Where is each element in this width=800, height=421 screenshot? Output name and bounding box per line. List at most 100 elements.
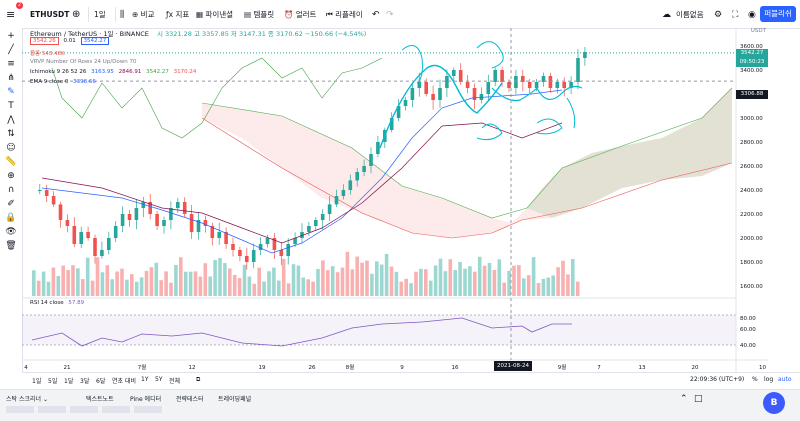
tab-stock-screener[interactable]: 스탁 스크리너 ⌄ xyxy=(6,394,48,403)
rsi-legend[interactable]: RSI 14 close 57.89 xyxy=(30,300,84,306)
tab-pine-editor[interactable]: Pine 에디터 xyxy=(130,396,162,403)
range-all[interactable]: 전체 xyxy=(169,378,181,385)
crosshair-icon[interactable]: + xyxy=(7,31,15,41)
volume-bar xyxy=(301,277,306,296)
pattern-icon[interactable]: ⋀ xyxy=(7,115,15,125)
candle-body xyxy=(300,232,304,238)
cloud-icon[interactable]: ☁ xyxy=(662,10,671,20)
current-price-label: 3542.27 xyxy=(736,49,768,58)
price-tick-label: 2800.00 xyxy=(740,140,763,146)
volume-legend[interactable]: 볼륨 543.48K xyxy=(30,49,65,57)
undo-icon[interactable]: ↶ xyxy=(372,10,380,20)
indicators-button[interactable]: ƒx 지표 xyxy=(166,8,189,22)
range-1m[interactable]: 1달 xyxy=(64,378,74,385)
price-tick-label: 2000.00 xyxy=(740,236,763,242)
vrvp-legend[interactable]: VRVP Number Of Rows 24 Up/Down 70 xyxy=(30,59,137,65)
candle-body xyxy=(279,250,284,256)
interval-button[interactable]: 1일 xyxy=(94,10,106,19)
financials-button[interactable]: ▦ 파이낸셜 xyxy=(196,8,233,22)
ema-legend[interactable]: EMA 9 close 0 3398.66 xyxy=(30,79,96,85)
brush-icon[interactable]: ✎ xyxy=(7,87,15,97)
volume-bar xyxy=(169,282,173,296)
volume-bar xyxy=(419,268,423,296)
compare-button[interactable]: ⊕ 비교 xyxy=(132,8,154,22)
candle-body xyxy=(417,82,422,88)
zoom-in-icon[interactable]: ⊕ xyxy=(7,171,15,181)
volume-bar xyxy=(228,268,232,296)
range-5y[interactable]: 5Y xyxy=(155,376,163,383)
candle-body xyxy=(320,214,325,220)
emoji-icon[interactable]: ☺ xyxy=(6,143,16,153)
candle-body xyxy=(472,88,477,100)
publish-button[interactable]: 퍼블리쉬 xyxy=(760,6,796,22)
candle-body xyxy=(541,76,546,82)
range-ytd[interactable]: 연초 대비 xyxy=(112,378,136,385)
senkou-span-b-line xyxy=(201,117,733,239)
eye-icon[interactable]: 👁 xyxy=(5,227,17,237)
sell-price-button[interactable]: 3542.26 xyxy=(30,37,59,45)
goto-date-icon[interactable]: ⧉ xyxy=(196,376,201,383)
chart-area[interactable]: 3600.003400.003200.003000.002800.002600.… xyxy=(22,28,768,373)
templates-button[interactable]: ▤ 템플릿 xyxy=(244,8,274,22)
pitchfork-icon[interactable]: ⋔ xyxy=(7,73,15,83)
chart-canvas[interactable]: 3600.003400.003200.003000.002800.002600.… xyxy=(22,28,768,373)
volume-bar xyxy=(154,262,159,296)
gear-icon[interactable]: ⚙ xyxy=(714,10,723,20)
camera-icon[interactable]: ◉ xyxy=(748,10,756,20)
ruler-icon[interactable]: 📏 xyxy=(5,157,17,167)
prediction-icon[interactable]: ⇅ xyxy=(7,129,15,139)
auto-toggle[interactable]: auto xyxy=(778,376,792,383)
trendline-icon[interactable]: ╱ xyxy=(8,45,14,55)
templates-label: 템플릿 xyxy=(253,10,275,19)
volume-bar xyxy=(203,263,208,296)
volume-bar xyxy=(526,275,531,296)
stay-in-drawing-icon[interactable]: ✐ xyxy=(7,199,15,209)
volume-bar xyxy=(247,276,252,296)
fullscreen-icon[interactable]: ⛶ xyxy=(732,10,739,20)
candle-body xyxy=(148,202,152,214)
volume-bar xyxy=(267,271,271,296)
volume-bar xyxy=(120,268,124,296)
text-icon[interactable]: T xyxy=(8,101,14,111)
layout-name-button[interactable]: 이름없음 xyxy=(676,10,704,19)
plus-icon[interactable]: ⊕ xyxy=(72,9,81,20)
clock[interactable]: 22:09:36 (UTC+9) xyxy=(690,376,745,383)
time-tick-label: 7월 xyxy=(138,363,147,371)
financials-icon: ▦ xyxy=(196,10,206,19)
candle-body xyxy=(458,70,463,82)
horizontal-lines-icon[interactable]: ≡ xyxy=(7,59,15,69)
ichimoku-cloud-bearish xyxy=(202,88,732,238)
buy-price-button[interactable]: 3542.27 xyxy=(80,37,110,45)
range-5d[interactable]: 5일 xyxy=(48,378,58,385)
percent-toggle[interactable]: % xyxy=(752,376,758,383)
tab-text-notes[interactable]: 텍스트노트 xyxy=(86,396,114,403)
tab-trading-panel[interactable]: 트레이딩패널 xyxy=(218,396,252,403)
time-tick-label: 13 xyxy=(639,365,646,371)
candle-body xyxy=(134,208,139,220)
range-6m[interactable]: 6달 xyxy=(96,378,106,385)
user-avatar[interactable]: B xyxy=(763,392,785,414)
symbol-search-button[interactable]: ETHUSDT xyxy=(30,10,70,19)
candle-body xyxy=(389,118,394,130)
volume-bar xyxy=(252,283,257,296)
chevron-up-icon[interactable]: ⌃ xyxy=(680,394,688,404)
trash-icon[interactable]: 🗑 xyxy=(5,241,17,251)
volume-value: 볼륨 543.48K xyxy=(30,51,65,57)
range-3m[interactable]: 3달 xyxy=(80,378,90,385)
tab-strategy-tester[interactable]: 전략테스터 xyxy=(176,396,204,403)
redo-icon[interactable]: ↷ xyxy=(386,10,394,20)
lock-icon[interactable]: 🔒 xyxy=(5,213,17,223)
candles-icon[interactable]: ⫼ xyxy=(120,10,125,20)
replay-button[interactable]: ⏮ 리플레이 xyxy=(326,8,363,22)
maximize-icon[interactable]: □ xyxy=(694,394,703,404)
hamburger-icon[interactable]: ≡ xyxy=(6,8,16,21)
ichimoku-conversion-value: 3163.95 xyxy=(91,69,114,75)
candle-body xyxy=(314,220,318,226)
ichimoku-legend[interactable]: Ichimoku 9 26 52 26 3163.95 2846.91 3542… xyxy=(30,69,196,75)
alert-button[interactable]: ⏰ 얼러트 xyxy=(284,8,316,22)
range-1y[interactable]: 1Y xyxy=(141,376,149,383)
magnet-icon[interactable]: ∩ xyxy=(7,185,15,195)
range-1d[interactable]: 1일 xyxy=(32,378,42,385)
log-toggle[interactable]: log xyxy=(764,376,774,383)
rsi-band xyxy=(22,315,736,345)
